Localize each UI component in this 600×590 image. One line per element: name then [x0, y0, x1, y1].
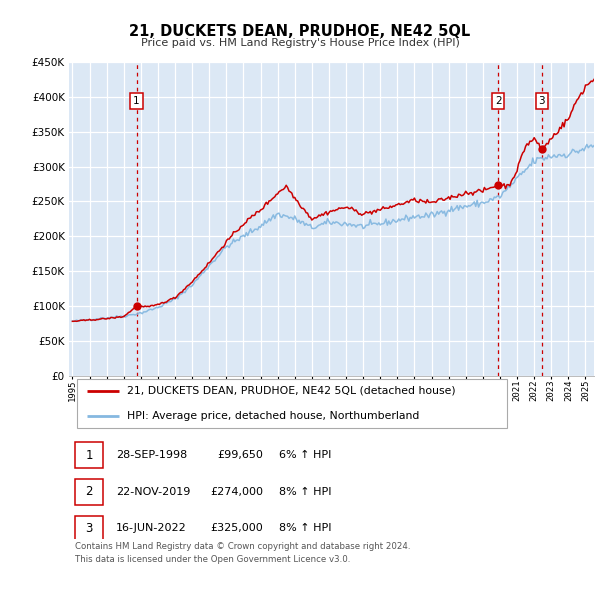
Text: £325,000: £325,000 [211, 523, 263, 533]
Text: 28-SEP-1998: 28-SEP-1998 [116, 450, 187, 460]
Text: 3: 3 [85, 522, 92, 535]
Text: 1: 1 [133, 96, 140, 106]
Text: 21, DUCKETS DEAN, PRUDHOE, NE42 5QL (detached house): 21, DUCKETS DEAN, PRUDHOE, NE42 5QL (det… [127, 386, 455, 396]
FancyBboxPatch shape [76, 479, 103, 505]
Text: 2: 2 [85, 486, 93, 499]
Text: 1: 1 [85, 448, 93, 461]
Text: Price paid vs. HM Land Registry's House Price Index (HPI): Price paid vs. HM Land Registry's House … [140, 38, 460, 48]
Text: 21, DUCKETS DEAN, PRUDHOE, NE42 5QL: 21, DUCKETS DEAN, PRUDHOE, NE42 5QL [130, 24, 470, 38]
Text: 8% ↑ HPI: 8% ↑ HPI [279, 523, 331, 533]
Text: 16-JUN-2022: 16-JUN-2022 [116, 523, 187, 533]
Text: 6% ↑ HPI: 6% ↑ HPI [279, 450, 331, 460]
Text: Contains HM Land Registry data © Crown copyright and database right 2024.
This d: Contains HM Land Registry data © Crown c… [76, 542, 411, 563]
FancyBboxPatch shape [77, 379, 508, 428]
FancyBboxPatch shape [76, 442, 103, 468]
Text: 22-NOV-2019: 22-NOV-2019 [116, 487, 191, 497]
Text: 3: 3 [539, 96, 545, 106]
Text: £99,650: £99,650 [217, 450, 263, 460]
Text: HPI: Average price, detached house, Northumberland: HPI: Average price, detached house, Nort… [127, 411, 419, 421]
Text: £274,000: £274,000 [210, 487, 263, 497]
FancyBboxPatch shape [76, 516, 103, 542]
Text: 2: 2 [495, 96, 502, 106]
Text: 8% ↑ HPI: 8% ↑ HPI [279, 487, 331, 497]
